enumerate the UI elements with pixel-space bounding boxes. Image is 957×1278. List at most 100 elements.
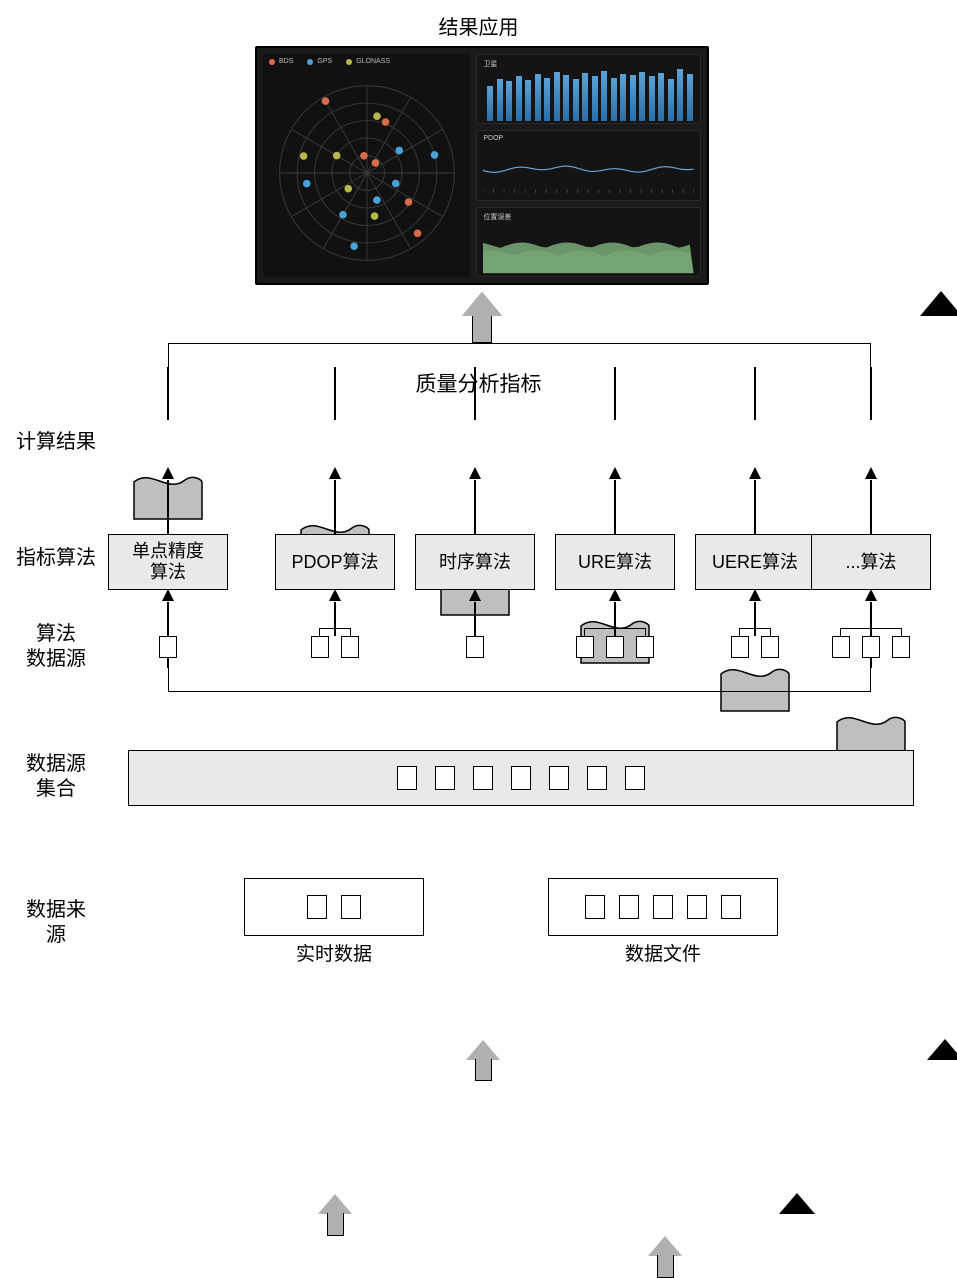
bar bbox=[506, 81, 512, 121]
bar bbox=[601, 71, 607, 122]
file-square bbox=[619, 895, 639, 919]
label-src: 数据来 源 bbox=[6, 898, 106, 948]
arrow-doc-to-algo bbox=[474, 480, 476, 534]
bar bbox=[582, 73, 588, 121]
algo-ds-square bbox=[159, 636, 177, 658]
arrow-ds-to-algo bbox=[474, 602, 476, 636]
bracket-top bbox=[168, 343, 871, 367]
bar bbox=[658, 73, 664, 121]
algo-ds-square bbox=[636, 636, 654, 658]
bar bbox=[639, 72, 645, 122]
arrow-from-realtime bbox=[318, 1194, 957, 1236]
bar bbox=[630, 75, 636, 121]
bar bbox=[620, 74, 626, 121]
arrow-doc-to-algo bbox=[614, 480, 616, 534]
label-ds-set: 数据源 集合 bbox=[6, 752, 106, 802]
bar bbox=[544, 78, 550, 122]
algo-ds-square bbox=[311, 636, 329, 658]
bracket-drop bbox=[614, 367, 616, 420]
ds-set-square bbox=[549, 766, 569, 790]
ds-set-square bbox=[625, 766, 645, 790]
data-source-set bbox=[128, 750, 914, 806]
bar bbox=[668, 79, 674, 122]
algorithm-box: 单点精度 算法 bbox=[108, 534, 228, 590]
label-algo: 指标算法 bbox=[6, 546, 106, 571]
ds-set-square bbox=[587, 766, 607, 790]
algo-ds-square bbox=[341, 636, 359, 658]
bar bbox=[649, 76, 655, 121]
file-square bbox=[721, 895, 741, 919]
realtime-square bbox=[341, 895, 361, 919]
arrow-doc-to-algo bbox=[754, 480, 756, 534]
source-realtime bbox=[244, 878, 424, 936]
mini-bracket bbox=[584, 628, 646, 636]
polar-skyplot: BDSGPSGLONASS bbox=[263, 54, 470, 277]
label-file: 数据文件 bbox=[548, 944, 778, 967]
panel-stack-title: 位置误差 bbox=[483, 212, 694, 222]
label-realtime: 实时数据 bbox=[244, 944, 424, 967]
ds-set-square bbox=[473, 766, 493, 790]
bar bbox=[592, 76, 598, 121]
file-square bbox=[585, 895, 605, 919]
mini-bracket bbox=[319, 628, 351, 636]
label-algo-ds: 算法 数据源 bbox=[6, 622, 106, 672]
algo-ds-square bbox=[731, 636, 749, 658]
algo-ds-square bbox=[832, 636, 850, 658]
bar bbox=[611, 78, 617, 122]
algorithm-box: URE算法 bbox=[555, 534, 675, 590]
algo-ds-square bbox=[606, 636, 624, 658]
arrow-ds-to-algo bbox=[167, 602, 169, 636]
algorithm-box: 时序算法 bbox=[415, 534, 535, 590]
dashboard-screenshot: BDSGPSGLONASS 卫星 PDOP 位置误差 bbox=[255, 46, 709, 285]
bar bbox=[487, 86, 493, 121]
bracket-drop bbox=[167, 367, 169, 420]
bar bbox=[535, 74, 541, 121]
ds-set-square bbox=[511, 766, 531, 790]
algorithm-box: PDOP算法 bbox=[275, 534, 395, 590]
file-square bbox=[653, 895, 673, 919]
polar-chart bbox=[272, 78, 462, 268]
source-file bbox=[548, 878, 778, 936]
label-quality: 质量分析指标 bbox=[0, 372, 957, 397]
title-result-app: 结果应用 bbox=[0, 16, 957, 40]
realtime-square bbox=[307, 895, 327, 919]
mini-bracket bbox=[739, 628, 771, 636]
algo-ds-square bbox=[576, 636, 594, 658]
legend-item: GLONASS bbox=[346, 58, 390, 65]
algo-ds-square bbox=[761, 636, 779, 658]
legend-item: GPS bbox=[307, 58, 332, 65]
bracket-drop bbox=[754, 367, 756, 420]
label-calc-result: 计算结果 bbox=[6, 430, 106, 455]
panel-line-title: PDOP bbox=[483, 135, 694, 142]
bar bbox=[677, 69, 683, 121]
algo-ds-square bbox=[862, 636, 880, 658]
arrow-from-file bbox=[648, 1236, 957, 1278]
bracket-drop bbox=[474, 367, 476, 420]
ds-set-square bbox=[397, 766, 417, 790]
bar bbox=[525, 80, 531, 121]
algorithm-box: UERE算法 bbox=[695, 534, 815, 590]
panel-bars-title: 卫星 bbox=[483, 59, 694, 69]
bracket-drop bbox=[870, 367, 872, 420]
panel-bars: 卫星 bbox=[476, 54, 701, 124]
arrow-doc-to-algo bbox=[167, 480, 169, 534]
arrow-to-ds-set bbox=[466, 1040, 957, 1082]
arrow-doc-to-algo bbox=[334, 480, 336, 534]
mini-bracket bbox=[840, 628, 902, 636]
panel-line: PDOP bbox=[476, 130, 701, 200]
panel-stack: 位置误差 bbox=[476, 207, 701, 277]
ds-set-square bbox=[435, 766, 455, 790]
bar bbox=[687, 74, 693, 121]
bar bbox=[563, 75, 569, 121]
arrow-doc-to-algo bbox=[870, 480, 872, 534]
bar bbox=[554, 72, 560, 122]
algo-ds-square bbox=[466, 636, 484, 658]
bracket-bottom bbox=[168, 658, 871, 692]
file-square bbox=[687, 895, 707, 919]
bar bbox=[516, 76, 522, 121]
arrow-to-dashboard bbox=[462, 292, 957, 344]
bracket-drop bbox=[334, 367, 336, 420]
algo-ds-square bbox=[892, 636, 910, 658]
algorithm-box: ...算法 bbox=[811, 534, 931, 590]
dashboard-legend: BDSGPSGLONASS bbox=[269, 58, 390, 65]
